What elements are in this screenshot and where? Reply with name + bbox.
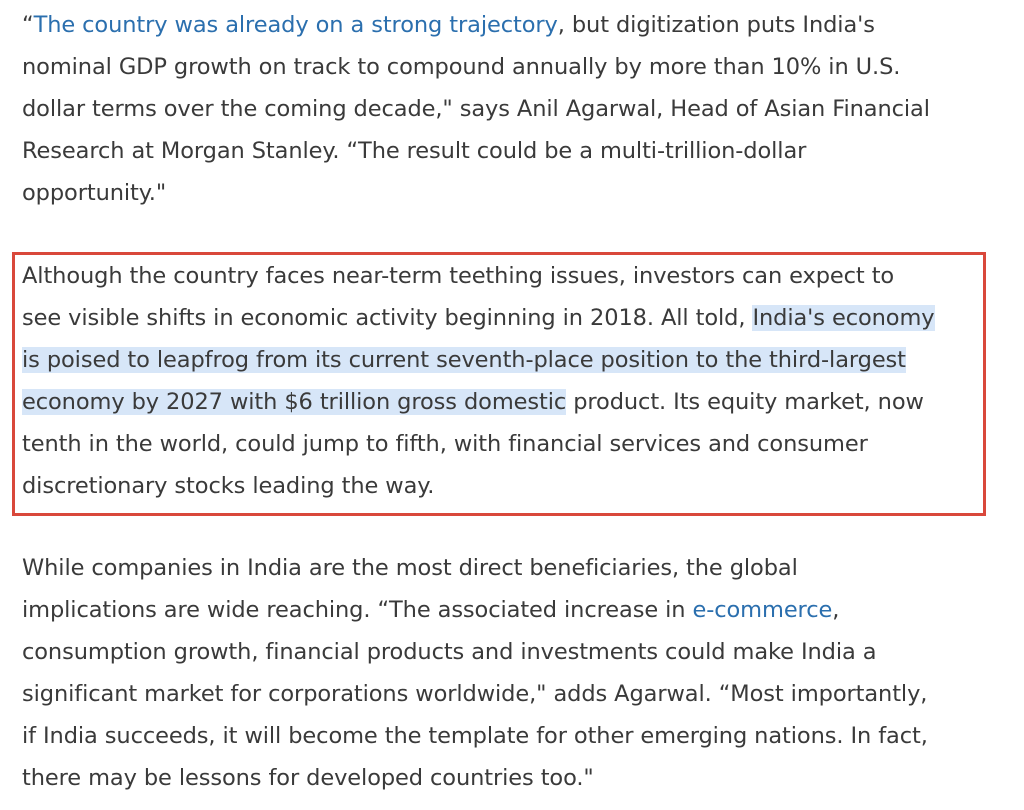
paragraph-line: nominal GDP growth on track to compound … bbox=[22, 54, 901, 80]
paragraph-line: implications are wide reaching. “The ass… bbox=[22, 589, 997, 631]
paragraph-line: see visible shifts in economic activity … bbox=[22, 297, 997, 339]
highlighted-text: India's economy bbox=[752, 305, 935, 331]
paragraph-line: discretionary stocks leading the way. bbox=[22, 473, 435, 499]
paragraph-line: tenth in the world, could jump to fifth,… bbox=[22, 431, 868, 457]
text-run: , bbox=[832, 597, 840, 623]
callout-box bbox=[12, 252, 986, 516]
paragraph-2: Although the country faces near-term tee… bbox=[22, 255, 997, 507]
paragraph-line: dollar terms over the coming decade," sa… bbox=[22, 96, 930, 122]
paragraph-line: opportunity." bbox=[22, 180, 167, 206]
highlighted-text: economy by 2027 with $6 trillion gross d… bbox=[22, 389, 567, 415]
paragraph-line: is poised to leapfrog from its current s… bbox=[22, 339, 997, 381]
paragraph-line: economy by 2027 with $6 trillion gross d… bbox=[22, 381, 997, 423]
paragraph-line: While companies in India are the most di… bbox=[22, 555, 798, 581]
text-run: “ bbox=[22, 12, 34, 38]
text-run: implications are wide reaching. “The ass… bbox=[22, 597, 693, 623]
text-run: , but digitization puts India's bbox=[557, 12, 875, 38]
paragraph-line: significant market for corporations worl… bbox=[22, 681, 928, 707]
strong-trajectory-link[interactable]: The country was already on a strong traj… bbox=[33, 12, 558, 38]
paragraph-line: consumption growth, financial products a… bbox=[22, 639, 877, 665]
paragraph-1: “The country was already on a strong tra… bbox=[22, 4, 997, 214]
highlighted-text: is poised to leapfrog from its current s… bbox=[22, 347, 906, 373]
text-run: see visible shifts in economic activity … bbox=[22, 305, 753, 331]
paragraph-line: Research at Morgan Stanley. “The result … bbox=[22, 138, 807, 164]
paragraph-line: there may be lessons for developed count… bbox=[22, 765, 594, 791]
paragraph-3: While companies in India are the most di… bbox=[22, 547, 997, 799]
paragraph-line: if India succeeds, it will become the te… bbox=[22, 723, 928, 749]
paragraph-line: “The country was already on a strong tra… bbox=[22, 4, 997, 46]
e-commerce-link[interactable]: e-commerce bbox=[692, 597, 833, 623]
paragraph-line: Although the country faces near-term tee… bbox=[22, 263, 895, 289]
text-run: product. Its equity market, now bbox=[566, 389, 924, 415]
